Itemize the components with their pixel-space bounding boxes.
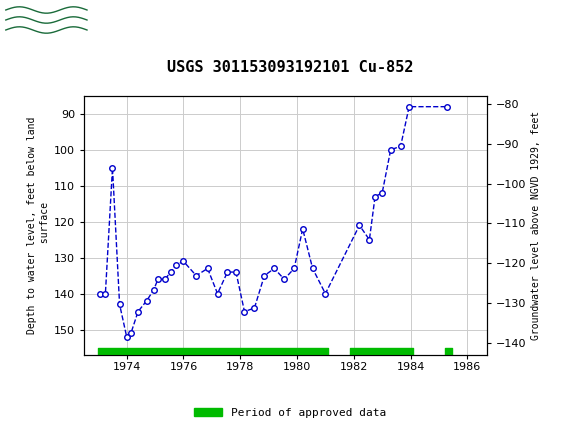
Y-axis label: Groundwater level above NGVD 1929, feet: Groundwater level above NGVD 1929, feet [531,111,541,340]
Y-axis label: Depth to water level, feet below land
 surface: Depth to water level, feet below land su… [27,117,50,334]
Text: USGS: USGS [99,10,167,30]
Text: USGS 301153093192101 Cu-852: USGS 301153093192101 Cu-852 [167,61,413,75]
Legend: Period of approved data: Period of approved data [190,403,390,422]
Bar [6,3,87,37]
